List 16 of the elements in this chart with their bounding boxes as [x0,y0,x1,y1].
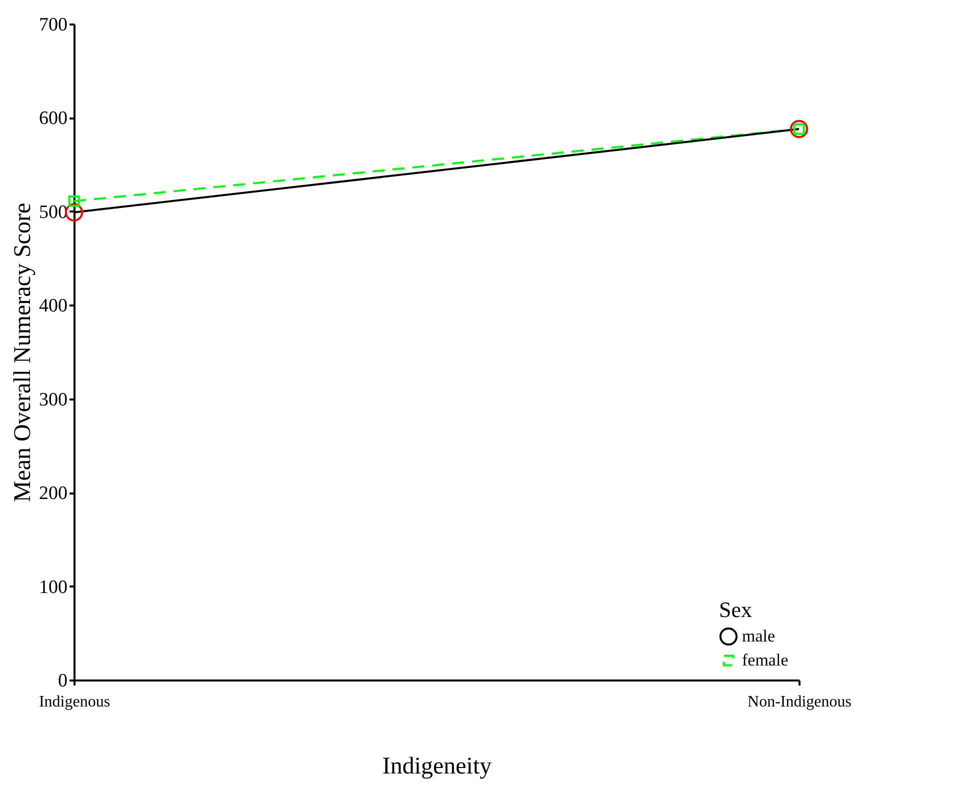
x-axis-title: Indigeneity [382,754,492,780]
legend-title: Sex [719,597,752,622]
x-tick-label: Indigenous [38,694,110,710]
y-tick-label: 100 [39,576,68,598]
y-tick-label: 200 [39,483,68,504]
y-tick-label: 600 [39,108,68,130]
legend-label: female [742,650,788,670]
legend-label: male [742,626,776,646]
y-tick-label: 300 [39,389,68,410]
y-tick-label: 0 [58,670,68,692]
y-tick-label: 700 [39,14,68,36]
y-axis-title: Mean Overall Numeracy Score [10,202,36,502]
y-tick-label: 400 [39,296,68,317]
point [790,120,808,138]
x-tick-label: Non-Indigenous [748,694,852,710]
point [68,195,80,207]
